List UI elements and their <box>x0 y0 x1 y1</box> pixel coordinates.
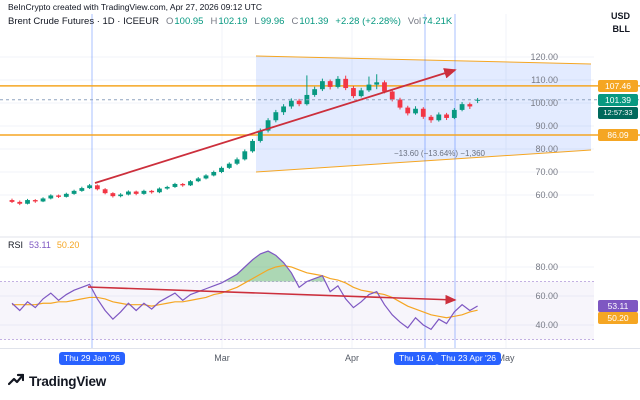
tradingview-logo-text: TradingView <box>29 373 107 389</box>
volume: Vol 74.21K <box>407 16 453 27</box>
resistance-price-badge: 107.46 <box>598 80 638 92</box>
symbol-legend: Brent Crude Futures · 1D · ICEEUR O 100.9… <box>8 16 452 27</box>
rsi-tick-label: 60.00 <box>535 291 558 301</box>
trend-arrows <box>87 68 457 305</box>
date-badge-apr23: Thu 23 Apr '26 <box>436 352 502 365</box>
ohlc-close: C 101.39 <box>291 16 329 27</box>
rsi-band <box>0 281 594 340</box>
ohlc-low: L 99.96 <box>254 16 285 27</box>
support-price-badge: 86.09 <box>598 129 638 141</box>
month-label: Mar <box>214 353 230 363</box>
price-tick-label: 90.00 <box>535 121 558 131</box>
time-axis[interactable]: Mar Apr May Thu 29 Jan '26 Thu 16 A Thu 23… <box>0 348 640 371</box>
candlesticks <box>9 74 480 206</box>
axis-units: USD BLL <box>611 10 630 36</box>
ohlc-open: O 100.95 <box>166 16 204 27</box>
month-label: May <box>497 353 515 363</box>
date-badge-jan29: Thu 29 Jan '26 <box>59 352 125 365</box>
price-tick-label: 120.00 <box>530 52 558 62</box>
price-tick-label: 60.00 <box>535 190 558 200</box>
unit-label: BLL <box>612 24 631 34</box>
ohlc-high: H 102.19 <box>210 16 248 27</box>
price-tick-label: 100.00 <box>530 98 558 108</box>
tradingview-logo-icon <box>8 373 24 386</box>
price-tick-label: 70.00 <box>535 167 558 177</box>
rsi-label[interactable]: RSI <box>8 240 24 250</box>
month-label: Apr <box>344 353 360 363</box>
bar-countdown-badge: 12:57:33 <box>598 107 638 119</box>
rsi-tick-label: 80.00 <box>535 262 558 272</box>
rsi-ma-value: 50.20 <box>56 240 80 250</box>
change-value: +2.28 (+2.28%) <box>335 16 401 27</box>
measure-tool-label: −13.60 (−13.64%) −1,360 <box>394 149 485 158</box>
currency-label: USD <box>610 11 630 21</box>
rsi-plot <box>11 250 478 331</box>
tradingview-logo[interactable]: TradingView <box>8 373 106 389</box>
attribution-text: BeInCrypto created with TradingView.com,… <box>8 2 263 12</box>
symbol-title[interactable]: Brent Crude Futures · 1D · ICEEUR <box>8 16 159 27</box>
last-price-badge: 101.39 <box>598 94 638 106</box>
price-tick-label: 80.00 <box>535 144 558 154</box>
rsi-legend: RSI 53.11 50.20 <box>8 240 79 250</box>
rsi-value-badge: 53.11 <box>598 300 638 312</box>
rsi-tick-label: 40.00 <box>535 320 558 330</box>
rsi-value: 53.11 <box>29 240 51 250</box>
rsi-ma-value-badge: 50.20 <box>598 312 638 324</box>
date-badge-apr16: Thu 16 A <box>394 352 439 365</box>
price-tick-label: 110.00 <box>531 75 558 85</box>
